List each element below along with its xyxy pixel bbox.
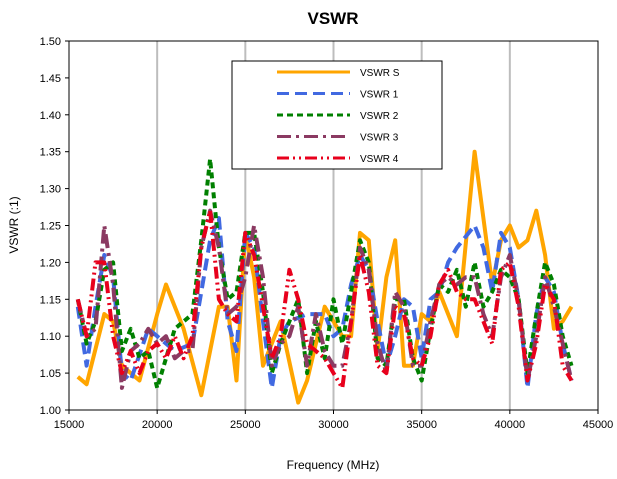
y-tick-label: 1.05 bbox=[40, 368, 61, 380]
legend-label: VSWR 4 bbox=[360, 154, 399, 165]
y-tick-label: 1.15 bbox=[40, 294, 61, 306]
y-tick-label: 1.45 bbox=[40, 73, 61, 85]
y-tick-label: 1.40 bbox=[40, 110, 61, 122]
tick-labels: 15000 20000 25000 30000 35000 40000 45000 1.00 1… bbox=[40, 36, 614, 431]
series-layer bbox=[75, 149, 574, 405]
legend-label: VSWR S bbox=[360, 68, 400, 79]
legend-label: VSWR 3 bbox=[360, 133, 399, 144]
legend-box bbox=[231, 60, 443, 170]
y-tick-label: 1.25 bbox=[40, 221, 61, 233]
y-tick-label: 1.20 bbox=[40, 257, 61, 269]
y-tick-label: 1.10 bbox=[40, 331, 61, 343]
y-tick-label: 1.30 bbox=[40, 184, 61, 196]
x-tick-label: 35000 bbox=[406, 419, 437, 431]
legend-label: VSWR 2 bbox=[360, 111, 399, 122]
chart-title: VSWR bbox=[308, 9, 359, 28]
x-axis-title: Frequency (MHz) bbox=[287, 458, 380, 472]
y-tick-label: 1.50 bbox=[40, 36, 61, 48]
y-tick-label: 1.35 bbox=[40, 147, 61, 159]
series-line-5 bbox=[75, 208, 574, 390]
x-tick-label: 20000 bbox=[142, 419, 173, 431]
axis-layer bbox=[65, 40, 599, 414]
x-tick-label: 25000 bbox=[230, 419, 261, 431]
plot-area-border bbox=[68, 40, 599, 411]
legend-label: VSWR 1 bbox=[360, 90, 399, 101]
x-tick-label: 40000 bbox=[495, 419, 526, 431]
legend: VSWR S VSWR 1 VSWR 2 VSWR 3 VSWR 4 bbox=[231, 60, 443, 170]
x-tick-label: 30000 bbox=[318, 419, 349, 431]
series-line-1 bbox=[76, 149, 574, 405]
y-axis-title: VSWR (:1) bbox=[7, 196, 21, 253]
y-tick-label: 1.00 bbox=[40, 405, 61, 417]
x-tick-label: 45000 bbox=[583, 419, 614, 431]
x-tick-label: 15000 bbox=[54, 419, 85, 431]
series-line-3 bbox=[75, 157, 574, 390]
series-line-4 bbox=[75, 208, 574, 390]
